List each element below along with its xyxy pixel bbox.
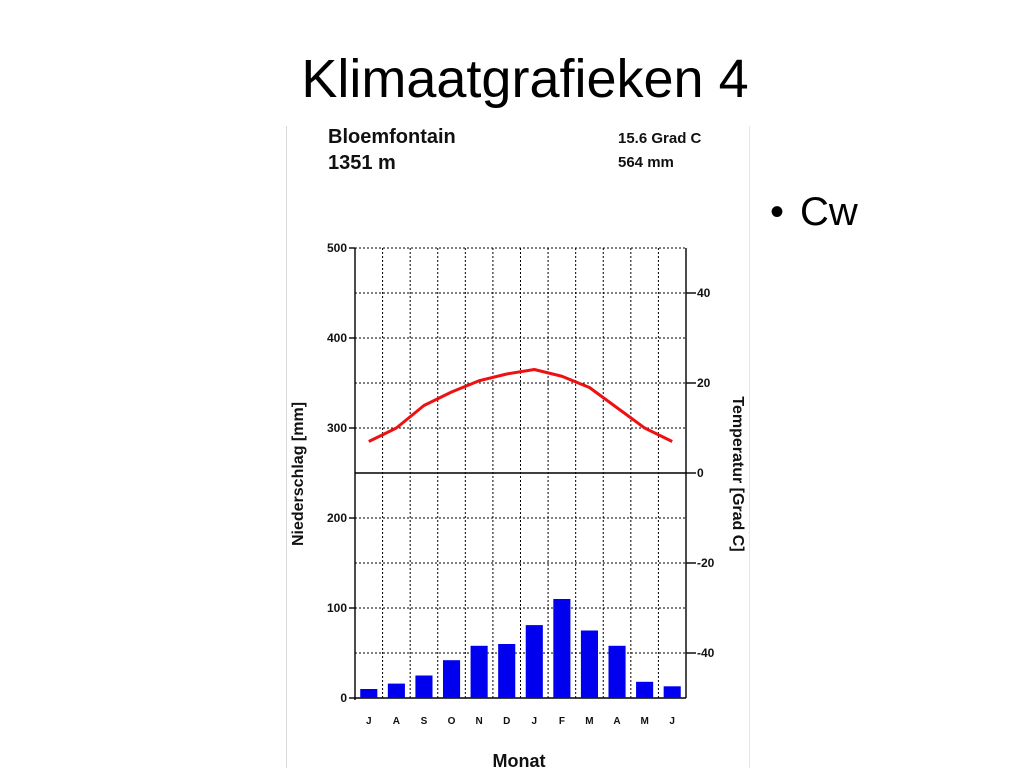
precipitation-bar — [608, 645, 626, 698]
y-tick-right-label: -40 — [697, 646, 715, 660]
station-name: Bloemfontain — [328, 126, 456, 148]
y-axis-left-label: Niederschlag [mm] — [290, 402, 307, 546]
x-tick-label: J — [532, 716, 538, 727]
station-elevation: 1351 m — [328, 152, 396, 174]
x-tick-label: M — [640, 716, 648, 727]
bullet-item: Cw — [800, 190, 858, 234]
precipitation-bar — [470, 645, 488, 698]
x-tick-label: M — [585, 716, 593, 727]
precipitation-bar — [663, 686, 681, 698]
climate-chart: Bloemfontain 1351 m 15.6 Grad C 564 mm 0… — [286, 126, 750, 768]
tick-layer: 0 100 200 300 400 500 -40 -20 0 20 40 J A S O N D J F M A M J — [327, 241, 715, 727]
bullet-dot: • — [770, 190, 785, 234]
temperature-line — [368, 368, 673, 443]
x-tick-label: A — [393, 716, 400, 727]
x-tick-label: N — [476, 716, 483, 727]
y-tick-left-label: 0 — [340, 691, 347, 705]
y-tick-right-label: 40 — [697, 286, 711, 300]
annual-temperature: 15.6 Grad C — [618, 130, 702, 147]
line-layer — [368, 368, 673, 443]
grid-layer — [354, 247, 687, 700]
x-tick-label: J — [669, 716, 675, 727]
y-tick-left-label: 100 — [327, 601, 347, 615]
x-tick-label: D — [503, 716, 510, 727]
x-tick-label: O — [448, 716, 456, 727]
precipitation-bar — [525, 625, 543, 698]
precipitation-bar — [553, 599, 571, 698]
x-tick-label: J — [366, 716, 372, 727]
y-tick-right-label: 0 — [697, 466, 704, 480]
y-tick-right-label: 20 — [697, 376, 711, 390]
precipitation-bar — [360, 689, 378, 698]
annual-precipitation: 564 mm — [618, 154, 674, 171]
y-tick-left-label: 300 — [327, 421, 347, 435]
precipitation-bar — [636, 681, 654, 698]
y-tick-left-label: 200 — [327, 511, 347, 525]
y-axis-right-label: Temperatur [Grad C] — [729, 396, 746, 551]
slide-title: Klimaatgrafieken 4 — [301, 49, 749, 109]
precipitation-bar — [387, 683, 405, 698]
x-axis-label: Monat — [493, 751, 546, 768]
y-tick-left-label: 400 — [327, 331, 347, 345]
x-tick-label: A — [613, 716, 620, 727]
precipitation-bar — [498, 644, 516, 698]
bullet-list: • Cw — [770, 190, 858, 235]
precipitation-bar — [580, 630, 599, 698]
precipitation-bar — [442, 660, 461, 698]
x-tick-label: S — [421, 716, 428, 727]
bars-layer — [360, 599, 681, 698]
y-tick-right-label: -20 — [697, 556, 715, 570]
x-tick-label: F — [559, 716, 565, 727]
precipitation-bar — [415, 675, 433, 698]
y-tick-left-label: 500 — [327, 241, 347, 255]
